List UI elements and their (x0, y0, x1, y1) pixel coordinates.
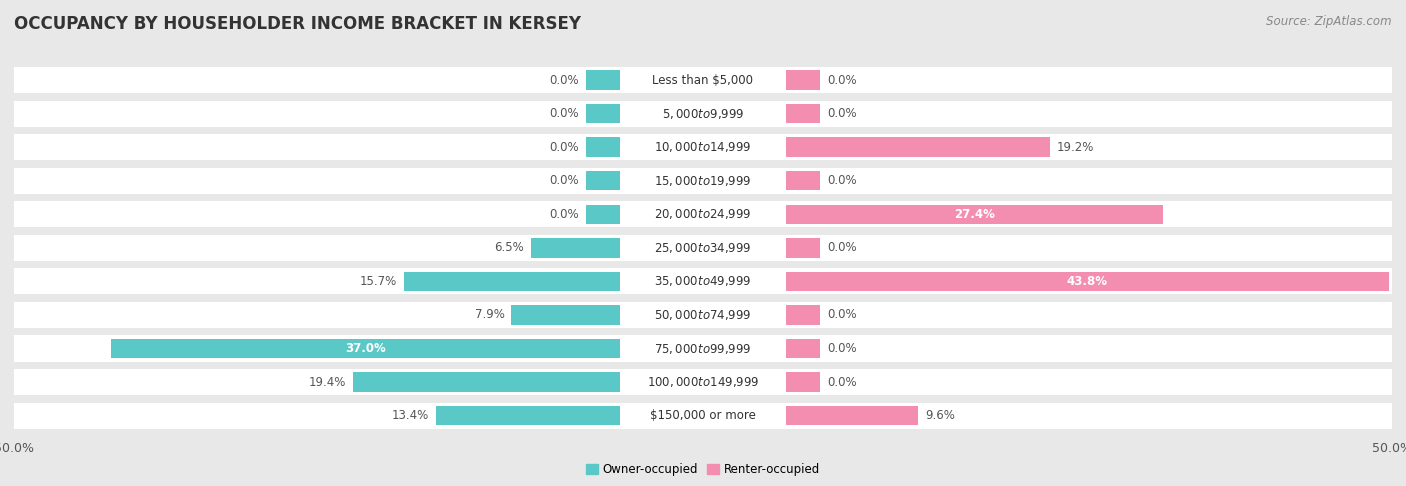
Text: OCCUPANCY BY HOUSEHOLDER INCOME BRACKET IN KERSEY: OCCUPANCY BY HOUSEHOLDER INCOME BRACKET … (14, 15, 581, 33)
Text: 9.6%: 9.6% (925, 409, 955, 422)
Text: $5,000 to $9,999: $5,000 to $9,999 (662, 106, 744, 121)
Bar (786, 205, 1163, 224)
Text: 0.0%: 0.0% (550, 107, 579, 120)
Bar (586, 70, 620, 90)
Text: 0.0%: 0.0% (827, 342, 856, 355)
Text: 19.4%: 19.4% (309, 376, 346, 388)
Text: 0.0%: 0.0% (550, 208, 579, 221)
Text: Less than $5,000: Less than $5,000 (652, 73, 754, 87)
Text: $100,000 to $149,999: $100,000 to $149,999 (647, 375, 759, 389)
Bar (786, 138, 1050, 157)
Text: 0.0%: 0.0% (550, 141, 579, 154)
Bar (586, 171, 620, 191)
Bar (786, 372, 820, 392)
Text: $10,000 to $14,999: $10,000 to $14,999 (654, 140, 752, 154)
Legend: Owner-occupied, Renter-occupied: Owner-occupied, Renter-occupied (581, 458, 825, 481)
Text: $35,000 to $49,999: $35,000 to $49,999 (654, 275, 752, 288)
Bar (530, 238, 620, 258)
Text: 15.7%: 15.7% (360, 275, 396, 288)
Bar (786, 305, 820, 325)
Text: 0.0%: 0.0% (827, 174, 856, 187)
Bar (586, 205, 620, 224)
Bar (512, 305, 620, 325)
Text: 0.0%: 0.0% (827, 376, 856, 388)
Text: 19.2%: 19.2% (1057, 141, 1094, 154)
FancyBboxPatch shape (14, 369, 1392, 395)
Text: $75,000 to $99,999: $75,000 to $99,999 (654, 342, 752, 355)
Bar (353, 372, 620, 392)
Text: 0.0%: 0.0% (827, 309, 856, 321)
Bar (786, 238, 820, 258)
Text: $15,000 to $19,999: $15,000 to $19,999 (654, 174, 752, 188)
Text: 0.0%: 0.0% (827, 73, 856, 87)
FancyBboxPatch shape (14, 67, 1392, 93)
Text: 6.5%: 6.5% (494, 242, 524, 254)
FancyBboxPatch shape (14, 235, 1392, 261)
Bar (404, 272, 620, 291)
Bar (786, 70, 820, 90)
Text: $25,000 to $34,999: $25,000 to $34,999 (654, 241, 752, 255)
Bar (586, 104, 620, 123)
FancyBboxPatch shape (14, 101, 1392, 127)
Text: $50,000 to $74,999: $50,000 to $74,999 (654, 308, 752, 322)
Text: 37.0%: 37.0% (344, 342, 385, 355)
Text: 0.0%: 0.0% (550, 174, 579, 187)
Text: Source: ZipAtlas.com: Source: ZipAtlas.com (1267, 15, 1392, 28)
Text: $150,000 or more: $150,000 or more (650, 409, 756, 422)
Bar (786, 171, 820, 191)
FancyBboxPatch shape (14, 335, 1392, 362)
FancyBboxPatch shape (14, 201, 1392, 227)
Text: 7.9%: 7.9% (475, 309, 505, 321)
Text: 43.8%: 43.8% (1067, 275, 1108, 288)
Bar (586, 138, 620, 157)
Bar (786, 272, 1389, 291)
Bar (786, 104, 820, 123)
Bar (111, 339, 620, 358)
Bar (786, 406, 918, 425)
FancyBboxPatch shape (14, 134, 1392, 160)
Text: $20,000 to $24,999: $20,000 to $24,999 (654, 208, 752, 221)
Text: 27.4%: 27.4% (955, 208, 995, 221)
Text: 0.0%: 0.0% (550, 73, 579, 87)
Bar (786, 339, 820, 358)
Text: 0.0%: 0.0% (827, 242, 856, 254)
FancyBboxPatch shape (14, 302, 1392, 328)
Bar (436, 406, 620, 425)
FancyBboxPatch shape (14, 168, 1392, 194)
Text: 13.4%: 13.4% (391, 409, 429, 422)
Text: 0.0%: 0.0% (827, 107, 856, 120)
FancyBboxPatch shape (14, 402, 1392, 429)
FancyBboxPatch shape (14, 268, 1392, 295)
